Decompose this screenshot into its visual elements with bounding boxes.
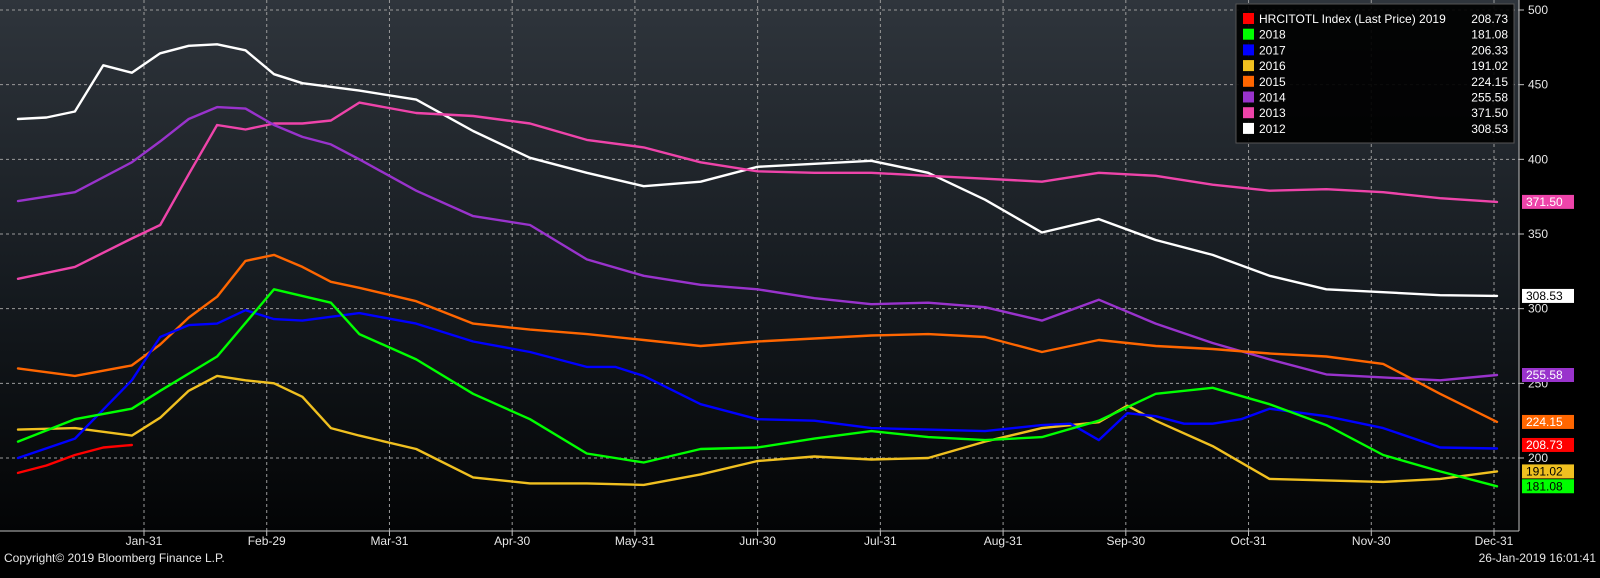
x-tick-label: Oct-31 [1231,534,1267,548]
series-line-2018 [16,288,1499,488]
end-label-value: 308.53 [1526,289,1563,303]
timestamp-text: 26-Jan-2019 16:01:41 [1479,551,1597,565]
end-label-box [1522,368,1574,383]
end-label-value: 371.50 [1526,195,1563,209]
legend-label: 2017 [1259,43,1286,57]
end-label-box [1522,464,1574,479]
legend-box [1235,3,1515,144]
series-line-2015 [16,253,1499,424]
legend-value: 224.15 [1471,75,1508,89]
x-tick-label: Sep-30 [1106,534,1145,548]
x-axis-ticks: Jan-31 Feb-29 Mar-31 Apr-30 May-31 Jun-30 Jul-… [126,531,1514,548]
legend-swatch [1243,122,1254,134]
legend-swatch [1243,13,1254,24]
legend-label: 2016 [1259,59,1286,73]
y-tick-label: 200 [1528,451,1548,465]
end-label-box [1522,194,1574,209]
legend-swatch [1243,75,1254,87]
legend-swatch [1243,107,1254,119]
end-label-box [1522,437,1574,452]
x-tick-label: Jun-30 [739,534,776,548]
x-tick-label: Apr-30 [494,534,530,548]
legend-label: 2013 [1259,106,1286,120]
end-label-value: 224.15 [1526,415,1563,429]
x-tick-label: Jul-31 [864,534,897,548]
end-label-box [1522,414,1574,429]
legend-swatch [1243,60,1254,72]
x-tick-label: Aug-31 [984,534,1023,548]
series-line-2016 [16,374,1499,487]
y-tick-label: 500 [1528,3,1548,17]
legend-swatch [1243,91,1254,103]
legend-swatch [1243,44,1254,56]
legend-label: 2012 [1259,122,1286,136]
end-label-value: 191.02 [1526,464,1563,478]
x-tick-label: Jan-31 [126,534,163,548]
legend-value: 206.33 [1471,43,1508,57]
y-tick-label: 350 [1528,227,1548,241]
legend-value: 191.02 [1471,59,1508,73]
end-label-box [1522,288,1574,303]
series-line-2017 [16,309,1499,460]
x-tick-label: Feb-29 [248,534,286,548]
legend-label: 2018 [1259,28,1286,42]
grid-lines [0,0,1519,531]
legend-value: 371.50 [1471,106,1508,120]
end-value-labels: 371.50 308.53 255.58 224.15 208.73 191.02181.… [1522,194,1574,494]
x-tick-label: May-31 [615,534,655,548]
x-tick-label: Nov-30 [1352,534,1391,548]
end-label-value: 208.73 [1526,438,1563,452]
series-line-2012 [16,43,1499,298]
legend-value: 255.58 [1471,91,1508,105]
series-line-2014 [16,105,1499,382]
legend-label: HRCITOTL Index (Last Price) 2019 [1259,12,1446,26]
legend-swatch [1243,28,1254,40]
legend-label: 2014 [1259,91,1286,105]
y-tick-label: 300 [1528,302,1548,316]
y-tick-label: 450 [1528,78,1548,92]
series-line-2019 [16,443,134,475]
legend-value: 181.08 [1471,28,1508,42]
x-tick-label: Mar-31 [370,534,408,548]
x-tick-label: Dec-31 [1475,534,1514,548]
y-tick-label: 400 [1528,152,1548,166]
legend-value: 308.53 [1471,122,1508,136]
end-label-box [1522,479,1574,494]
legend-label: 2015 [1259,75,1286,89]
end-label-value: 255.58 [1526,368,1563,382]
series-lines [16,43,1499,488]
legend: HRCITOTL Index (Last Price) 2019 208.73 20… [1235,3,1515,144]
end-label-value: 181.08 [1526,479,1563,493]
legend-value: 208.73 [1471,12,1508,26]
series-line-2013 [16,101,1499,280]
copyright-text: Copyright© 2019 Bloomberg Finance L.P. [4,551,225,565]
